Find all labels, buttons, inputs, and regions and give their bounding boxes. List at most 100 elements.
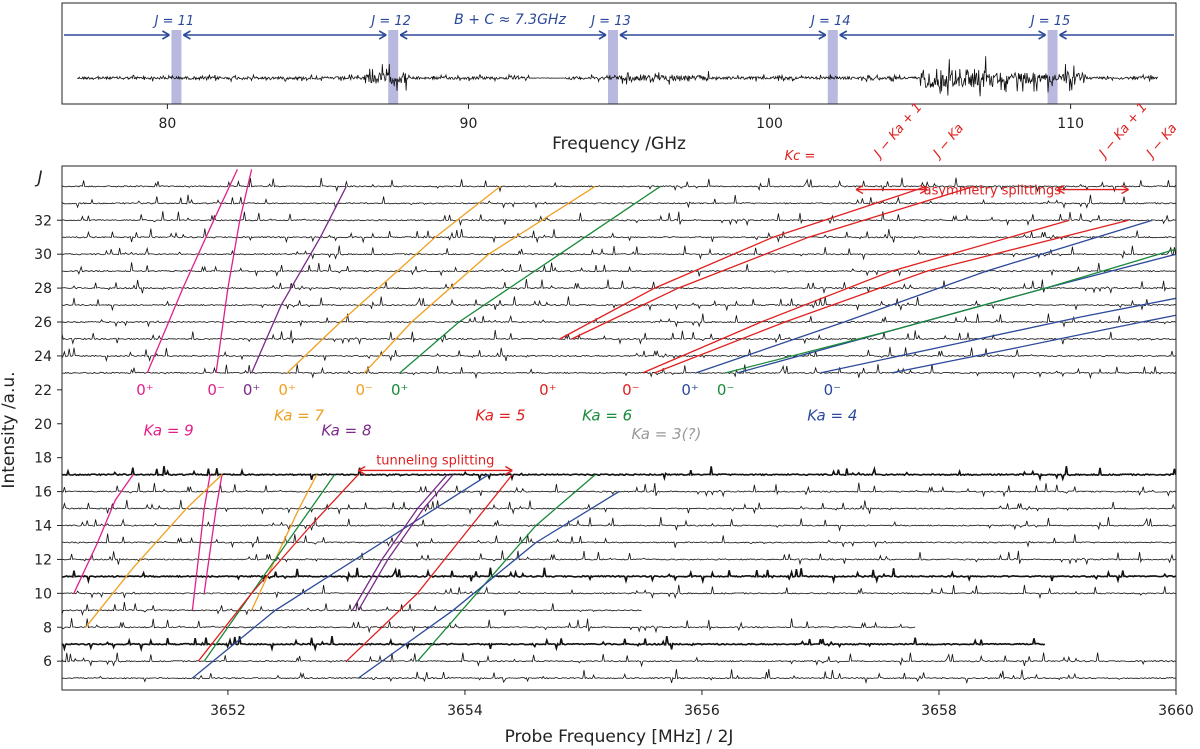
asymmetry-splittings-label: asymmetry splittings [924,184,1062,199]
bottom-y-ticks: 6 8 10 12 14 16 18 20 22 24 26 28 30 32 [34,213,62,670]
state-label: 0⁻ [824,381,841,399]
spectrum-row [61,635,1046,653]
assignment-curve [725,248,1177,374]
assignment-curve [197,474,359,662]
spacing-label: B + C ≈ 7.3GHz [454,12,566,28]
j-marker-label: J = 15 [1028,14,1071,29]
x-tick-label: 3660 [1158,703,1194,719]
assignment-curve [820,297,1177,374]
assignment-curve [191,474,211,611]
spectrum-row [61,601,642,617]
y-tick-label: 22 [34,383,52,399]
arrow-head [855,184,928,195]
assignment-curve [891,314,1177,374]
spectrum-row [62,566,1177,585]
assignment-curve [571,185,975,340]
x-tick-label: 3656 [684,703,720,719]
assignment-curve [417,474,596,662]
state-label: 0⁺ [681,381,698,399]
top-plot-frame [61,2,1177,105]
spectrum-row [61,228,1176,244]
spectrum-row [62,533,1176,549]
y-tick-label: 12 [34,552,52,568]
assignment-curve [251,474,318,611]
ka-label: Ka = 5 [475,406,525,424]
assignment-curve [399,185,661,374]
arrow-head [839,30,848,40]
bottom-spectra-panel: 0⁺ 0⁻ 0⁺ 0⁺ 0⁻ 0⁺ 0⁺ 0⁻ 0⁺ 0⁻ 0⁻ Ka = 9Ka = 7Ka = … [0,100,1194,747]
state-label: 0⁺ [391,381,408,399]
state-label: 0⁺ [278,381,295,399]
j-marker-labels: J = 11 J = 12 J = 13 J = 14 J = 15 [152,14,1071,29]
j-marker-band [171,30,182,104]
assignment-curve [363,185,596,374]
top-frequency-panel: J = 11 J = 12 J = 13 J = 14 J = 15 B + C ≈ 7… [61,2,1177,154]
kc-label: Kc = [785,149,816,164]
bottom-x-ticks: 3652 3654 3656 3658 3660 [210,690,1194,719]
spectrum-row [62,245,1176,261]
y-tick-label: 6 [43,654,52,670]
top-x-ticks: 80 90 100 110 [158,104,1084,132]
arrow-head [357,465,513,476]
ka-label: Ka = 3(?) [631,425,701,443]
arrow-head [1038,30,1046,40]
spectrum-row [61,516,1176,532]
ka-label: Ka = 4 [807,406,857,424]
y-tick-label: 18 [34,451,52,467]
assignment-curve [73,474,134,594]
ka-label: Ka = 8 [321,422,371,440]
j-marker-label: J = 13 [588,14,631,29]
assignment-curve [695,219,1153,374]
arrow-head [1059,30,1067,40]
spectrum-row [62,668,1176,685]
arrow-head [598,30,607,40]
arrow-head [1057,184,1129,195]
assignment-curve [203,474,223,594]
j-marker-label: J = 11 [152,14,195,29]
spectrum-row [61,262,1176,277]
ka-label: Ka = 9 [144,422,194,440]
state-label: 0⁺ [136,381,153,399]
state-labels: 0⁺ 0⁻ 0⁺ 0⁺ 0⁻ 0⁺ 0⁺ 0⁻ 0⁺ 0⁻ 0⁻ [136,381,841,399]
bottom-x-axis-label: Probe Frequency [MHz] / 2J [505,727,734,747]
arrow-head [378,30,387,40]
assignment-curve [191,474,489,679]
x-tick-label: 3654 [447,703,483,719]
state-label: 0⁺ [539,381,556,399]
assignment-curve [737,253,1177,374]
y-tick-label: 24 [34,349,52,365]
y-tick-label: 32 [34,213,52,229]
x-tick-label: 3652 [210,703,246,719]
spectrum-row [61,313,1176,328]
y-tick-label: 20 [34,417,52,433]
spectra-traces [61,177,1177,685]
spectrum-row [62,550,1176,566]
kc-term: J − Ka + 1 [869,100,925,163]
spectrum-row [61,652,1176,668]
assignment-curve [559,185,928,340]
spectrum-row [61,346,1176,363]
assignment-curve [654,219,1129,374]
spectrum-row [62,482,1176,498]
spectrum-row [61,194,1176,209]
spectrum-row [61,584,1176,600]
arrow-head [818,30,827,40]
spectrum-row [61,211,1176,227]
spectrum-row [61,465,1177,482]
assignment-curve [203,474,336,662]
top-x-axis-label: Frequency /GHz [552,134,686,154]
assignment-curve [251,186,347,374]
arrow-head [619,30,628,40]
spectrum-row [61,618,916,634]
y-tick-label: 14 [34,519,52,535]
j-marker-band [388,30,399,104]
y-tick-label: 26 [34,315,52,331]
spectrum-trace [77,56,1159,97]
assignment-curve [345,474,513,662]
j-marker-band [1047,30,1058,104]
state-label: 0⁻ [207,381,224,399]
bottom-y-axis-label: Intensity /a.u. [0,371,19,488]
assignment-curve [357,474,454,611]
broadband-spectrum-trace [77,56,1159,97]
